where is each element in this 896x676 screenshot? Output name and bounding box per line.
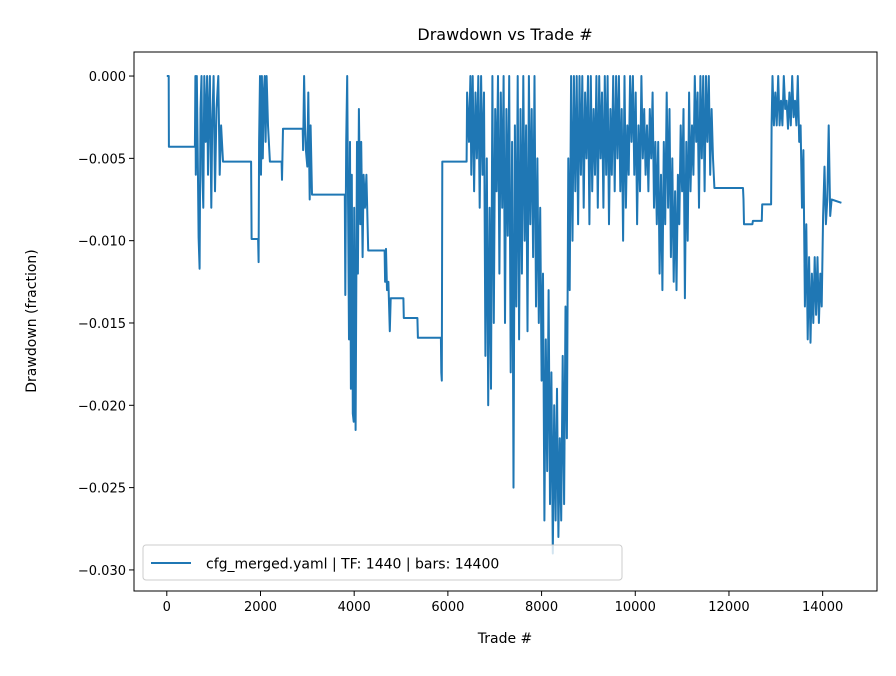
y-tick-label: −0.005: [78, 152, 126, 167]
legend: cfg_merged.yaml | TF: 1440 | bars: 14400: [142, 544, 623, 581]
x-tick-label: 10000: [615, 600, 656, 615]
y-tick-label: −0.015: [78, 317, 126, 332]
chart-title: Drawdown vs Trade #: [417, 25, 592, 44]
drawdown-series-line: [166, 75, 842, 555]
x-tick-label: 0: [163, 600, 171, 615]
x-tick-label: 2000: [244, 600, 277, 615]
plot-area: [166, 75, 842, 555]
x-tick-label: 14000: [802, 600, 843, 615]
y-axis-label: Drawdown (fraction): [24, 249, 40, 393]
y-axis: 0.000 −0.005 −0.010 −0.015 −0.020 −0.025 −0.03…: [78, 70, 134, 579]
y-tick-label: −0.010: [78, 235, 126, 250]
x-tick-label: 4000: [338, 600, 371, 615]
y-tick-label: −0.025: [78, 482, 126, 497]
x-tick-label: 6000: [431, 600, 464, 615]
x-axis: 0 2000 4000 6000 8000 10000 12000 14000: [163, 591, 843, 615]
legend-entry: cfg_merged.yaml | TF: 1440 | bars: 14400: [206, 557, 499, 573]
y-tick-label: 0.000: [89, 70, 126, 85]
y-tick-label: −0.020: [78, 399, 126, 414]
legend-box: [142, 544, 623, 581]
axes-frame: [133, 51, 878, 592]
x-tick-label: 12000: [708, 600, 749, 615]
x-tick-label: 8000: [525, 600, 558, 615]
x-axis-label: Trade #: [477, 631, 533, 647]
y-tick-label: −0.030: [78, 564, 126, 579]
